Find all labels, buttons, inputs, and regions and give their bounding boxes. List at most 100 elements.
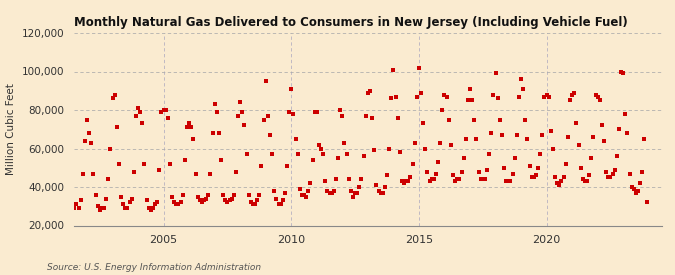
Point [549, 175, 560, 180]
Point [533, 166, 543, 170]
Point [443, 117, 454, 122]
Point [607, 171, 618, 176]
Point [326, 191, 337, 195]
Point [354, 185, 364, 189]
Point [612, 154, 622, 158]
Point [620, 112, 630, 116]
Point [158, 108, 169, 112]
Point [427, 177, 437, 182]
Point [271, 196, 281, 201]
Point [259, 117, 269, 122]
Point [86, 141, 97, 145]
Point [339, 141, 350, 145]
Point [90, 192, 101, 197]
Point [60, 162, 71, 166]
Point [441, 94, 452, 99]
Point [154, 167, 165, 172]
Point [450, 179, 460, 183]
Point [452, 177, 462, 182]
Point [275, 202, 286, 207]
Point [124, 200, 135, 205]
Point [626, 185, 637, 189]
Point [246, 200, 256, 205]
Point [171, 202, 182, 207]
Point [298, 192, 309, 197]
Point [228, 192, 239, 197]
Point [130, 114, 141, 118]
Point [360, 114, 371, 118]
Point [388, 67, 399, 72]
Point [99, 206, 109, 210]
Point [552, 181, 563, 185]
Point [424, 179, 435, 183]
Point [156, 110, 167, 114]
Point [571, 121, 582, 126]
Point [569, 90, 580, 95]
Point [243, 192, 254, 197]
Point [379, 185, 390, 189]
Point [462, 98, 473, 103]
Point [301, 194, 312, 199]
Point [105, 146, 116, 151]
Point [501, 179, 512, 183]
Point [492, 96, 503, 101]
Point [373, 189, 384, 193]
Point [254, 192, 265, 197]
Point [178, 192, 188, 197]
Point [356, 177, 367, 182]
Point [84, 131, 95, 135]
Point [554, 183, 565, 187]
Point [641, 200, 652, 205]
Point [632, 189, 643, 193]
Point [176, 200, 186, 205]
Point [381, 173, 392, 178]
Point [560, 162, 571, 166]
Point [390, 94, 401, 99]
Point [250, 202, 261, 207]
Point [531, 173, 541, 178]
Point [73, 206, 84, 210]
Point [605, 175, 616, 180]
Point [584, 173, 595, 178]
Y-axis label: Million Cubic Feet: Million Cubic Feet [6, 83, 16, 175]
Point [352, 191, 362, 195]
Point [556, 179, 567, 183]
Point [56, 129, 67, 133]
Point [224, 198, 235, 203]
Point [92, 204, 103, 208]
Point [333, 156, 344, 160]
Point [482, 167, 493, 172]
Point [80, 139, 90, 143]
Point [273, 202, 284, 207]
Point [292, 152, 303, 156]
Point [392, 116, 403, 120]
Point [348, 194, 358, 199]
Point [263, 114, 273, 118]
Point [209, 102, 220, 106]
Point [161, 108, 171, 112]
Point [396, 179, 407, 183]
Point [78, 171, 88, 176]
Point [547, 146, 558, 151]
Point [126, 196, 137, 201]
Point [435, 141, 446, 145]
Point [215, 158, 226, 162]
Point [169, 200, 180, 205]
Point [63, 167, 74, 172]
Point [122, 206, 133, 210]
Point [265, 133, 275, 137]
Point [507, 171, 518, 176]
Point [111, 125, 122, 130]
Point [399, 181, 410, 185]
Point [269, 189, 279, 193]
Point [75, 198, 86, 203]
Point [520, 117, 531, 122]
Point [456, 169, 467, 174]
Point [145, 208, 156, 212]
Point [186, 125, 196, 130]
Point [277, 198, 288, 203]
Point [152, 200, 163, 205]
Point [294, 187, 305, 191]
Point [143, 206, 154, 210]
Point [429, 177, 439, 182]
